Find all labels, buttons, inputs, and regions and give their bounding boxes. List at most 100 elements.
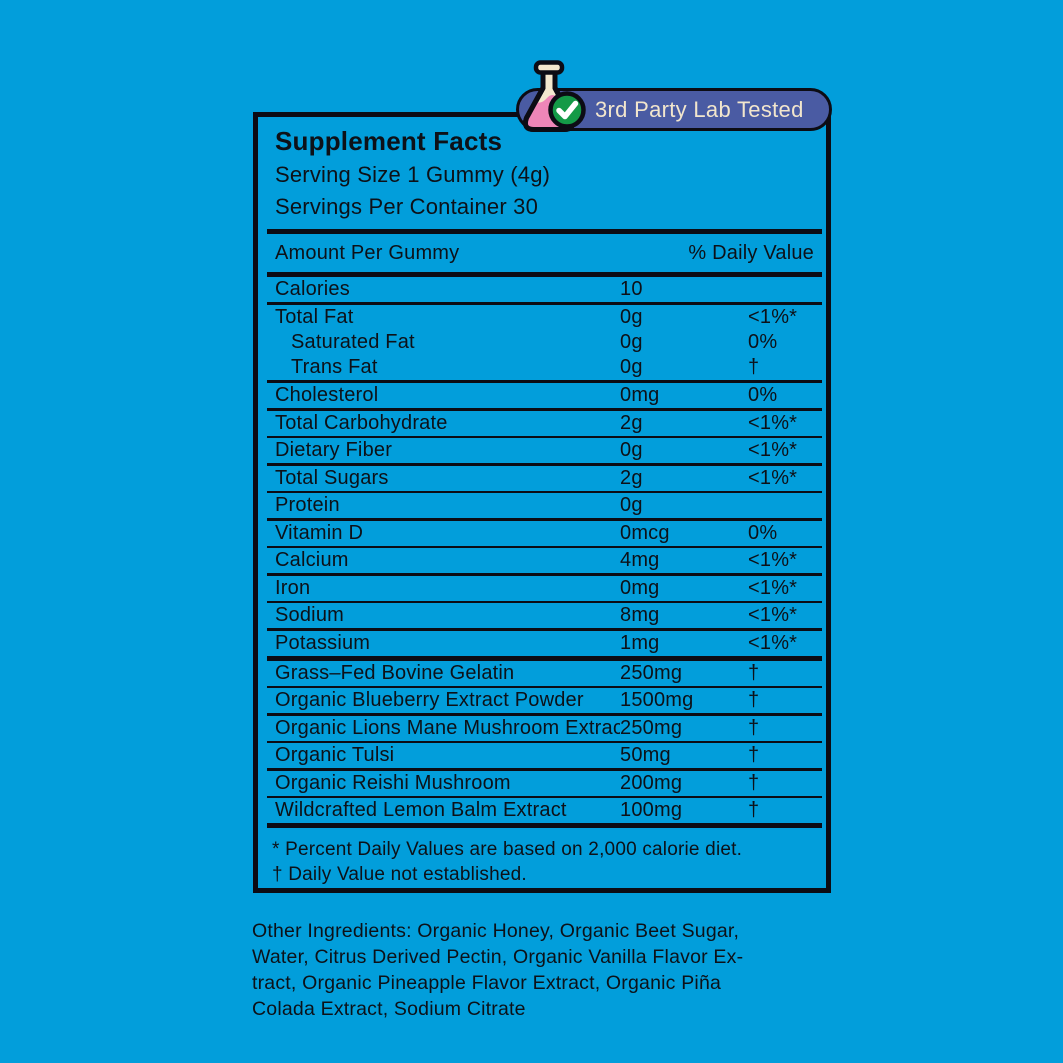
- nutrient-amount: 2g: [620, 411, 643, 434]
- nutrient-amount: 0g: [620, 331, 643, 353]
- table-row: Wildcrafted Lemon Balm Extract 100mg †: [258, 798, 826, 823]
- nutrient-name: Organic Blueberry Extract Powder: [275, 689, 584, 711]
- nutrient-dv: †: [748, 661, 760, 684]
- nutrient-dv: 0%: [748, 521, 778, 544]
- divider: [267, 435, 822, 438]
- panel-title: Supplement Facts: [275, 126, 503, 156]
- table-row: Total Fat 0g <1%*: [258, 305, 826, 330]
- column-header-amount: Amount Per Gummy: [275, 241, 460, 264]
- table-row: Potassium 1mg <1%*: [258, 631, 826, 656]
- footnotes: * Percent Daily Values are based on 2,00…: [272, 839, 743, 885]
- nutrient-name: Organic Tulsi: [275, 744, 395, 766]
- nutrient-name: Wildcrafted Lemon Balm Extract: [275, 799, 567, 821]
- divider: [267, 655, 822, 661]
- table-row: Calcium 4mg <1%*: [258, 548, 826, 573]
- divider: [267, 685, 822, 688]
- table-row: Cholesterol 0mg 0%: [258, 383, 826, 408]
- nutrient-dv: †: [748, 689, 760, 711]
- divider: [267, 272, 822, 277]
- table-row: Sodium 8mg <1%*: [258, 603, 826, 628]
- panel-header: Supplement Facts Serving Size 1 Gummy (4…: [258, 117, 826, 219]
- table-row: Trans Fat 0g †: [258, 355, 826, 380]
- nutrient-name: Protein: [275, 494, 340, 516]
- flask-icon: [514, 58, 592, 140]
- nutrient-name: Organic Reishi Mushroom: [275, 771, 511, 794]
- nutrient-name: Calories: [275, 278, 350, 300]
- nutrient-name: Total Fat: [275, 306, 354, 328]
- nutrient-dv: †: [748, 716, 760, 739]
- nutrient-dv: <1%*: [748, 549, 798, 571]
- nutrient-amount: 50mg: [620, 744, 671, 766]
- divider: [267, 229, 822, 234]
- table-row: Calories 10: [258, 277, 826, 302]
- table-row: Iron 0mg <1%*: [258, 576, 826, 601]
- nutrient-name: Cholesterol: [275, 384, 379, 406]
- column-header-daily-value: % Daily Value: [688, 241, 814, 264]
- nutrient-amount: 0g: [620, 494, 643, 516]
- nutrient-table: Calories 10 Total Fat 0g <1%* Saturated Fat 0g…: [258, 277, 826, 828]
- divider: [267, 713, 822, 716]
- divider: [267, 768, 822, 771]
- nutrient-dv: <1%*: [748, 411, 798, 434]
- divider: [267, 795, 822, 798]
- divider: [267, 628, 822, 631]
- nutrient-name: Trans Fat: [291, 356, 378, 378]
- flask-lip: [533, 60, 565, 75]
- nutrient-dv: †: [748, 799, 760, 821]
- nutrient-amount: 250mg: [620, 716, 683, 739]
- nutrient-name: Potassium: [275, 631, 371, 654]
- nutrient-dv: <1%*: [748, 604, 798, 626]
- nutrient-dv: <1%*: [748, 439, 798, 461]
- nutrient-dv: 0%: [748, 331, 778, 353]
- table-row: Protein 0g: [258, 493, 826, 518]
- nutrient-name: Saturated Fat: [291, 331, 415, 353]
- nutrient-amount: 0g: [620, 356, 643, 378]
- divider: [267, 302, 822, 305]
- divider: [267, 573, 822, 576]
- nutrient-amount: 250mg: [620, 661, 683, 684]
- supplement-facts-panel: Supplement Facts Serving Size 1 Gummy (4…: [253, 112, 831, 893]
- flask-check-icon: [522, 60, 586, 132]
- nutrient-amount: 0mg: [620, 384, 660, 406]
- divider: [267, 545, 822, 548]
- table-row: Vitamin D 0mcg 0%: [258, 521, 826, 546]
- nutrient-amount: 2g: [620, 466, 643, 489]
- nutrient-dv: <1%*: [748, 306, 798, 328]
- divider: [267, 740, 822, 743]
- nutrient-name: Total Sugars: [275, 466, 389, 489]
- nutrient-amount: 0g: [620, 306, 643, 328]
- nutrient-amount: 4mg: [620, 549, 660, 571]
- nutrient-name: Dietary Fiber: [275, 439, 393, 461]
- table-row: Organic Lions Mane Mushroom Extract 250mg…: [258, 716, 826, 741]
- nutrient-amount: 0mg: [620, 576, 660, 599]
- other-ingredients: Other Ingredients: Organic Honey, Organi…: [252, 920, 744, 1020]
- nutrient-name: Total Carbohydrate: [275, 411, 448, 434]
- nutrient-dv: †: [748, 356, 760, 378]
- nutrient-amount: 1mg: [620, 631, 660, 654]
- table-row: Grass–Fed Bovine Gelatin 250mg †: [258, 661, 826, 686]
- nutrient-amount: 100mg: [620, 799, 683, 821]
- nutrient-name: Vitamin D: [275, 521, 364, 544]
- nutrient-name: Sodium: [275, 604, 345, 626]
- table-row: Saturated Fat 0g 0%: [258, 330, 826, 355]
- servings-per-container: Servings Per Container 30: [275, 194, 539, 219]
- nutrient-amount: 0g: [620, 439, 643, 461]
- divider: [267, 823, 822, 828]
- nutrient-name: Iron: [275, 576, 311, 599]
- nutrient-amount: 0mcg: [620, 521, 670, 544]
- nutrient-amount: 1500mg: [620, 689, 694, 711]
- table-row: Dietary Fiber 0g <1%*: [258, 438, 826, 463]
- divider: [267, 380, 822, 383]
- divider: [267, 463, 822, 466]
- divider: [267, 518, 822, 521]
- table-row: Organic Reishi Mushroom 200mg †: [258, 771, 826, 796]
- nutrient-amount: 10: [620, 278, 643, 300]
- table-row: Organic Tulsi 50mg †: [258, 743, 826, 768]
- divider: [267, 490, 822, 493]
- nutrient-dv: <1%*: [748, 631, 798, 654]
- nutrient-dv: <1%*: [748, 576, 798, 599]
- divider: [267, 600, 822, 603]
- nutrient-name: Calcium: [275, 549, 349, 571]
- table-header-row: Amount Per Gummy % Daily Value: [258, 234, 826, 272]
- lab-tested-label: 3rd Party Lab Tested: [595, 96, 804, 122]
